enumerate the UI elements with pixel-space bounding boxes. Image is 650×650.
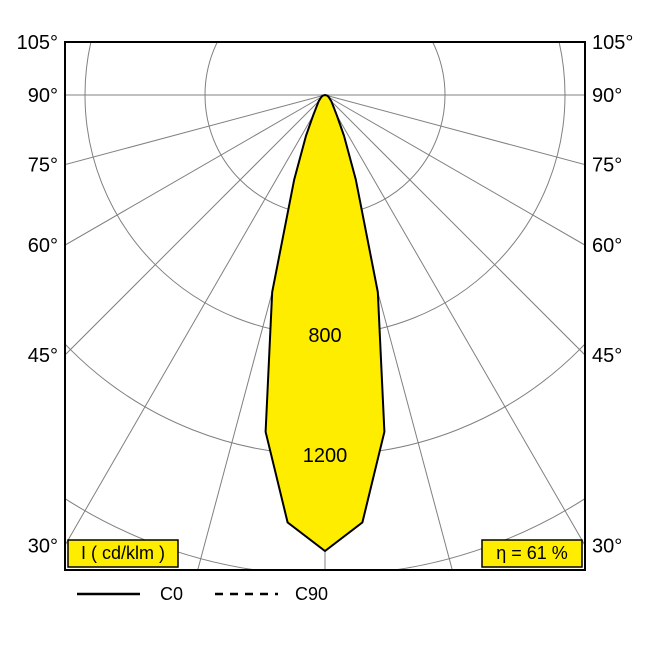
- ring-label: 800: [308, 325, 341, 347]
- angle-label-right: 30°: [592, 535, 622, 557]
- angle-label-right: 105°: [592, 32, 633, 54]
- legend-c0-label: C0: [160, 584, 183, 604]
- angle-label-right: 75°: [592, 155, 622, 177]
- angle-label-left: 60°: [28, 235, 58, 257]
- angle-label-left: 90°: [28, 85, 58, 107]
- angle-label-left: 45°: [28, 345, 58, 367]
- ring-label: 1200: [303, 445, 348, 467]
- angle-label-left: 75°: [28, 155, 58, 177]
- angle-label-right: 90°: [592, 85, 622, 107]
- angle-label-right: 60°: [592, 235, 622, 257]
- legend-c90-label: C90: [295, 584, 328, 604]
- angle-label-right: 45°: [592, 345, 622, 367]
- beam-shape: [266, 95, 385, 551]
- angle-label-left: 105°: [17, 32, 58, 54]
- units-badge: I ( cd/klm ): [81, 543, 165, 563]
- angle-label-left: 30°: [28, 535, 58, 557]
- polar-chart: 800 1200 105° 90° 75° 60° 45° 30° 105° 90° 75° 60° 4…: [0, 0, 650, 650]
- efficiency-badge: η = 61 %: [496, 543, 568, 563]
